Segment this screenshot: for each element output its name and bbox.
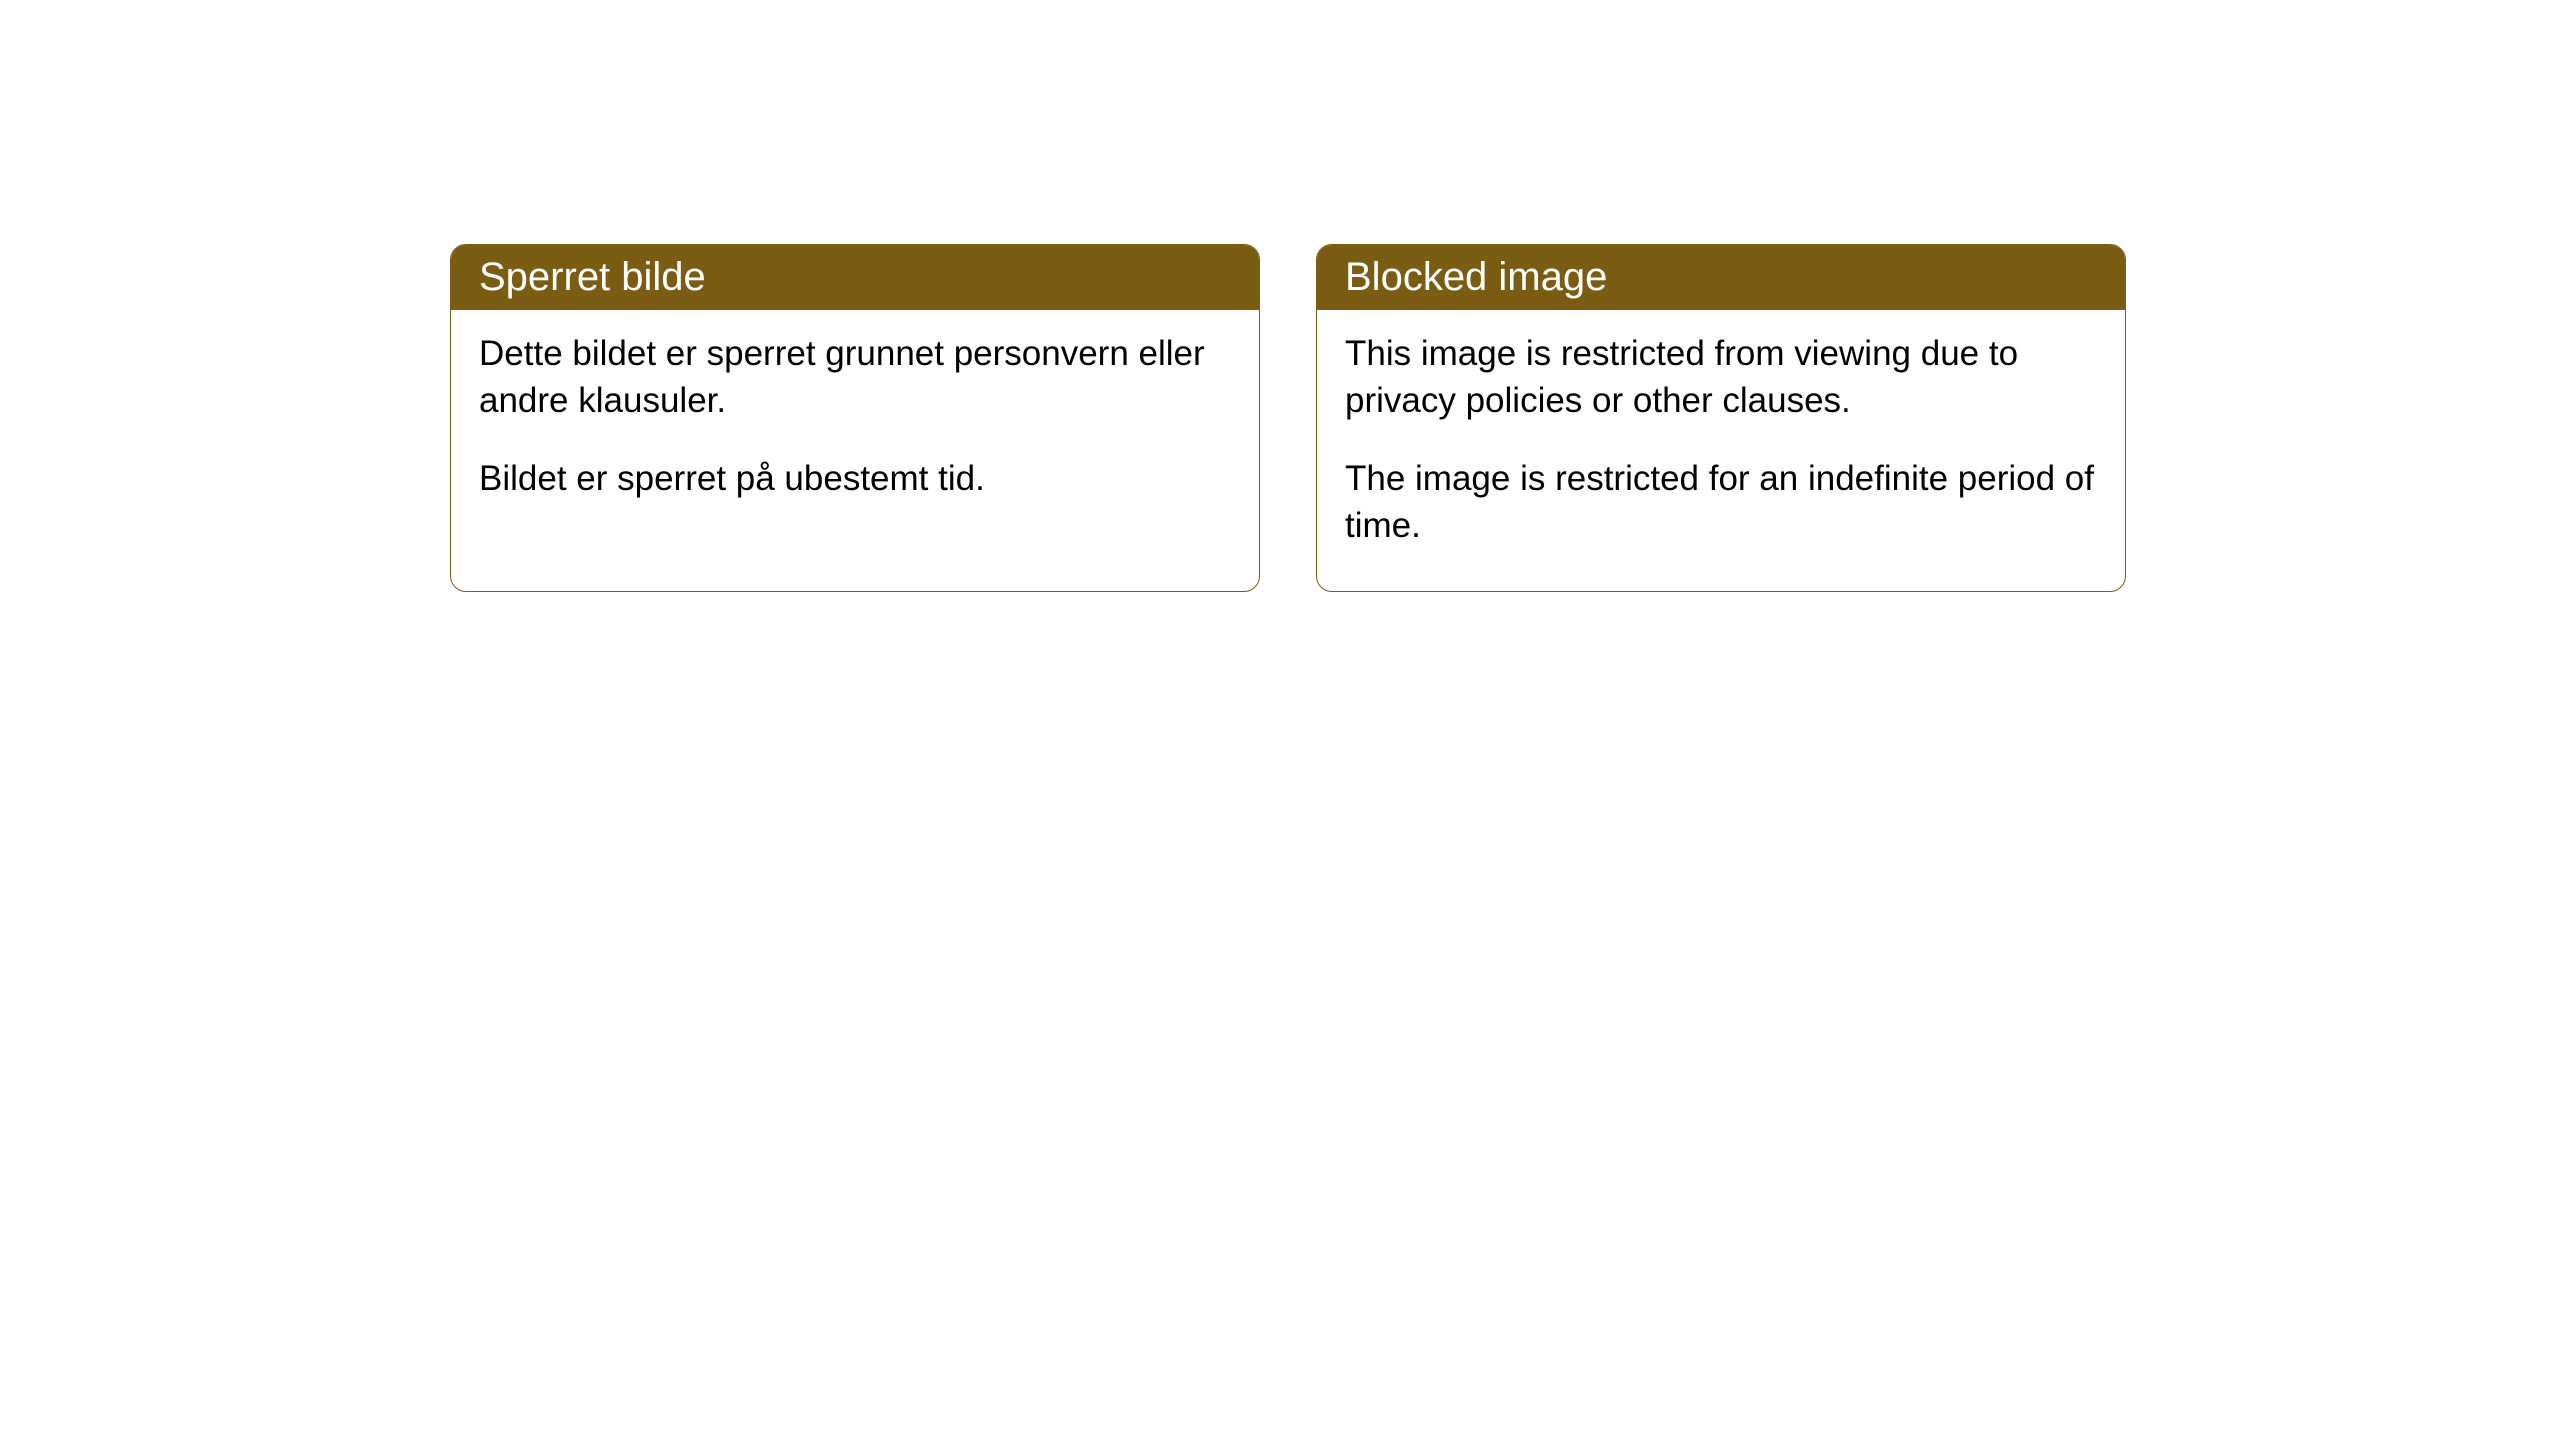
card-paragraph: This image is restricted from viewing du…: [1345, 330, 2097, 425]
card-paragraph: Dette bildet er sperret grunnet personve…: [479, 330, 1231, 425]
card-paragraph: Bildet er sperret på ubestemt tid.: [479, 455, 1231, 502]
card-body: Dette bildet er sperret grunnet personve…: [451, 310, 1259, 544]
card-title: Blocked image: [1345, 255, 1607, 299]
notice-card-english: Blocked image This image is restricted f…: [1316, 244, 2126, 592]
card-header: Sperret bilde: [451, 245, 1259, 310]
notice-card-norwegian: Sperret bilde Dette bildet er sperret gr…: [450, 244, 1260, 592]
card-header: Blocked image: [1317, 245, 2125, 310]
card-title: Sperret bilde: [479, 255, 706, 299]
card-body: This image is restricted from viewing du…: [1317, 310, 2125, 591]
card-paragraph: The image is restricted for an indefinit…: [1345, 455, 2097, 550]
notice-cards-container: Sperret bilde Dette bildet er sperret gr…: [450, 244, 2126, 592]
